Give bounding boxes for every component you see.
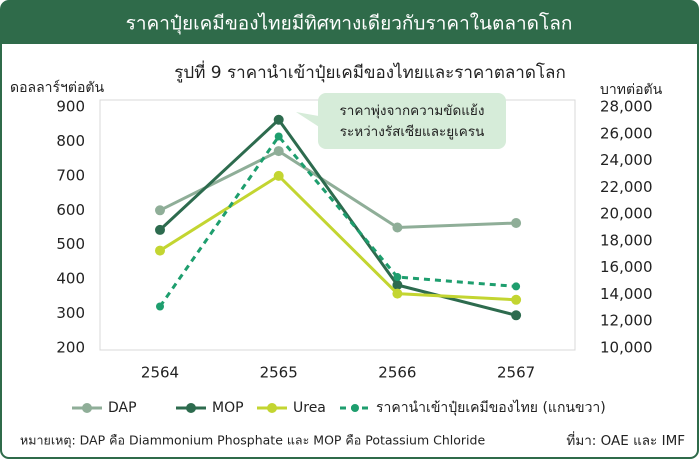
y2-tick-label: 24,000 bbox=[600, 151, 653, 169]
point bbox=[273, 146, 284, 157]
legend-label: Urea bbox=[293, 400, 326, 416]
legend-marker bbox=[267, 403, 277, 413]
y-tick-label: 900 bbox=[56, 98, 85, 116]
point bbox=[274, 132, 283, 141]
y-tick-label: 200 bbox=[56, 339, 85, 357]
y-axis-label: ดอลลาร์ฯต่อตัน bbox=[10, 79, 104, 96]
point bbox=[512, 282, 521, 291]
y2-tick-label: 26,000 bbox=[600, 124, 653, 142]
chart-title: รูปที่ 9 ราคานำเข้าปุ๋ยเคมีของไทยและราคา… bbox=[174, 60, 565, 83]
x-tick-label: 2565 bbox=[260, 364, 298, 382]
y2-tick-label: 28,000 bbox=[600, 98, 653, 116]
point bbox=[273, 170, 284, 181]
series-line bbox=[159, 149, 517, 230]
series-line bbox=[158, 117, 517, 317]
y-tick-label: 800 bbox=[56, 132, 85, 150]
legend-label: DAP bbox=[108, 400, 137, 416]
y-tick-label: 300 bbox=[56, 304, 85, 322]
y2-tick-label: 20,000 bbox=[600, 205, 653, 223]
legend-marker bbox=[186, 403, 196, 413]
annotation-text: ระหว่างรัสเซียและยูเครน bbox=[340, 124, 485, 140]
y2-tick-label: 16,000 bbox=[600, 258, 653, 276]
y-tick-label: 500 bbox=[56, 235, 85, 253]
series-line bbox=[159, 173, 517, 302]
x-tick-label: 2566 bbox=[378, 364, 416, 382]
point bbox=[155, 205, 165, 216]
series-line bbox=[158, 133, 517, 308]
point bbox=[155, 245, 165, 256]
y2-axis-label: บาทต่อตัน bbox=[600, 82, 663, 98]
y-tick-label: 600 bbox=[56, 201, 85, 219]
point bbox=[273, 114, 284, 125]
footnote: หมายเหตุ: DAP คือ Diammonium Phosphate แ… bbox=[20, 433, 485, 449]
annotation-text: ราคาพุ่งจากความขัดแย้ง bbox=[340, 103, 485, 119]
point bbox=[511, 294, 522, 305]
annotation bbox=[296, 93, 506, 149]
point bbox=[392, 222, 403, 233]
point bbox=[156, 302, 164, 311]
legend-marker bbox=[82, 403, 92, 413]
legend-label: ราคานำเข้าปุ๋ยเคมีของไทย (แกนขวา) bbox=[376, 399, 606, 416]
y2-tick-label: 22,000 bbox=[600, 178, 653, 196]
source: ที่มา: OAE และ IMF bbox=[566, 431, 685, 449]
point bbox=[392, 288, 403, 299]
header-bar bbox=[1, 1, 698, 44]
point bbox=[511, 218, 522, 229]
y-tick-label: 400 bbox=[56, 270, 85, 288]
x-tick-label: 2567 bbox=[497, 364, 535, 382]
header-title: ราคาปุ๋ยเคมีของไทยมีทิศทางเดียวกับราคาใน… bbox=[126, 12, 573, 36]
point bbox=[155, 224, 165, 235]
legend-label: MOP bbox=[212, 400, 244, 416]
legend-marker bbox=[351, 404, 359, 412]
y2-tick-label: 12,000 bbox=[600, 312, 653, 330]
y2-tick-label: 14,000 bbox=[600, 285, 653, 303]
point bbox=[511, 310, 522, 321]
point bbox=[393, 273, 402, 282]
y2-tick-label: 18,000 bbox=[600, 231, 653, 249]
y2-tick-label: 10,000 bbox=[600, 339, 653, 357]
point bbox=[392, 279, 403, 290]
y-tick-label: 700 bbox=[56, 166, 85, 184]
annotation-box bbox=[318, 93, 506, 149]
x-tick-label: 2564 bbox=[141, 364, 179, 382]
